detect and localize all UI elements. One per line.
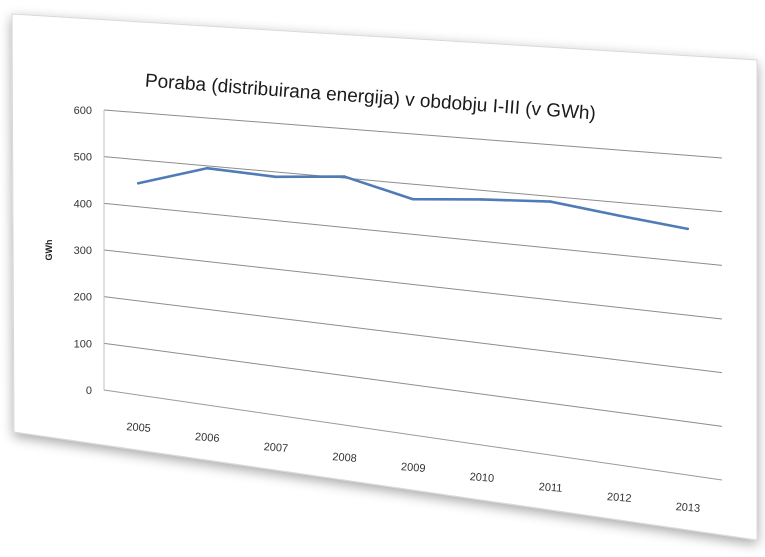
gridline xyxy=(103,342,723,427)
gridline xyxy=(103,202,723,266)
data-point xyxy=(137,181,140,185)
x-tick-label: 2006 xyxy=(195,431,220,445)
data-point xyxy=(343,175,346,178)
x-tick-label: 2009 xyxy=(401,461,426,475)
x-tick-label: 2005 xyxy=(126,421,151,435)
y-tick-label: 200 xyxy=(74,292,92,304)
data-point xyxy=(686,227,689,231)
y-tick-label: 0 xyxy=(86,385,92,397)
data-point xyxy=(617,214,621,217)
gridline xyxy=(103,249,723,320)
x-tick-label: 2011 xyxy=(538,481,562,495)
gridline xyxy=(103,109,723,159)
gridline xyxy=(103,156,723,213)
y-tick-label: 300 xyxy=(74,245,92,257)
y-tick-labels: 0 100 200 300 400 500 600 xyxy=(74,105,92,397)
y-axis-title: GWh xyxy=(44,240,54,261)
data-point xyxy=(411,197,415,201)
data-point xyxy=(274,175,277,179)
y-tick-label: 600 xyxy=(74,105,92,117)
data-point xyxy=(549,200,552,203)
y-tick-label: 100 xyxy=(74,338,92,350)
y-tick-label: 400 xyxy=(74,198,92,210)
x-tick-label: 2008 xyxy=(332,451,357,465)
series-layer xyxy=(137,166,689,231)
x-tick-label: 2012 xyxy=(607,491,632,505)
gridline xyxy=(103,296,723,374)
y-tick-label: 500 xyxy=(74,152,92,164)
x-tick-label: 2010 xyxy=(469,471,494,485)
x-tick-label: 2013 xyxy=(675,501,700,515)
data-point xyxy=(480,198,483,201)
x-tick-label: 2007 xyxy=(263,441,288,455)
gridlines xyxy=(103,109,723,481)
gridline xyxy=(103,389,723,481)
chart-panel xyxy=(11,13,758,541)
x-tick-labels: 2005 2006 2007 2008 2009 2010 2011 2012 2013 xyxy=(126,421,701,515)
data-point xyxy=(205,166,209,170)
